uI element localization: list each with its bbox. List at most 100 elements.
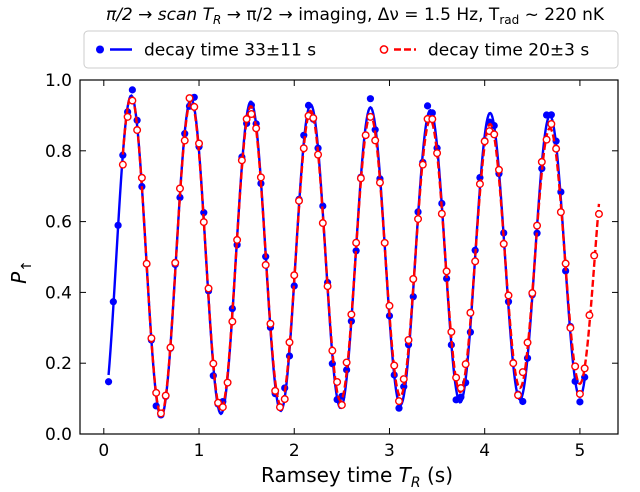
- series-2-point: [509, 359, 518, 368]
- series-1-point: [304, 101, 313, 109]
- series-2-point: [323, 282, 332, 291]
- x-tick-label: 3: [384, 441, 395, 461]
- series-2-point: [537, 157, 546, 166]
- legend-frame: [83, 30, 619, 69]
- series-2-point: [442, 267, 451, 276]
- series-2-point: [247, 109, 256, 118]
- series-2-point: [547, 119, 556, 128]
- series-2-point: [266, 319, 275, 328]
- axes-layer: 0 1 2 3 4 5 0.0 0.2 0.4 0.6 0.8 1.0: [45, 71, 619, 461]
- series-2-point: [533, 221, 542, 230]
- series-2-point: [242, 115, 251, 124]
- series-2-point: [375, 178, 384, 187]
- series-1-point: [576, 398, 584, 406]
- series-1-point: [119, 151, 127, 159]
- series-2-point: [223, 378, 232, 387]
- series-2-point: [571, 362, 580, 371]
- series-1-point: [352, 247, 360, 255]
- series-2-point: [399, 375, 408, 384]
- series-2-point: [585, 311, 594, 320]
- series-2-point: [433, 149, 442, 158]
- series-2-point: [199, 218, 208, 227]
- title-suffix: ~ 220 nK: [519, 5, 605, 25]
- series-2-point: [542, 135, 551, 144]
- series-2-point: [337, 400, 346, 409]
- series-layer: [104, 86, 603, 419]
- series-2-point: [494, 165, 503, 174]
- series-2-point: [471, 257, 480, 266]
- x-axis-label: Ramsey time TR (s): [261, 463, 453, 491]
- series-2-point: [195, 139, 204, 148]
- series-2-point: [342, 358, 351, 367]
- series-1-point: [109, 298, 117, 306]
- y-tick-label: 0.6: [45, 213, 72, 233]
- series-2-point: [175, 184, 184, 193]
- series-1-point: [319, 202, 327, 210]
- x-tick-label: 5: [574, 441, 585, 461]
- series-2-point: [190, 102, 199, 111]
- series-2-point: [271, 386, 280, 395]
- y-axis-label-sub: ↑: [19, 260, 35, 272]
- series-2-point: [285, 338, 294, 347]
- series-1-point: [400, 383, 408, 391]
- series-2-point: [161, 391, 170, 400]
- title-middle: → π/2 → imaging, Δν = 1.5 Hz, T: [221, 5, 500, 25]
- series-1-point: [562, 267, 570, 275]
- series-2-point: [480, 137, 489, 146]
- legend: decay time 33±11 s decay time 20±3 s: [83, 30, 619, 69]
- series-2-point: [428, 115, 437, 124]
- series-2-point: [275, 403, 284, 412]
- series-1-point: [114, 221, 122, 229]
- series-2-point: [590, 251, 599, 260]
- series-2-point: [490, 130, 499, 139]
- series-2-point: [123, 112, 132, 121]
- series-1-point: [423, 102, 432, 110]
- x-tick-label: 1: [194, 441, 205, 461]
- series-2-point: [333, 377, 342, 386]
- x-axis-label-unit: (s): [421, 463, 453, 487]
- x-tick-label: 2: [289, 441, 300, 461]
- series-2-point: [256, 173, 265, 182]
- y-axis-label-main: P: [7, 271, 31, 284]
- series-2-point: [290, 271, 299, 280]
- series-2-point: [356, 174, 365, 183]
- series-2-point: [171, 258, 180, 267]
- series-2-point: [228, 317, 237, 326]
- title-sub2: rad: [499, 13, 519, 27]
- series-2-point: [394, 397, 403, 406]
- legend-marker-series-2: [379, 45, 389, 54]
- series-2-point: [404, 336, 413, 345]
- series-1-point: [366, 95, 375, 103]
- legend-label-series-2: decay time 20±3 s: [428, 41, 589, 61]
- plot-area: [80, 80, 618, 434]
- series-2-point: [314, 150, 323, 159]
- series-1-point: [519, 397, 527, 406]
- series-2-point: [237, 156, 246, 165]
- series-2-point: [523, 338, 532, 347]
- series-2-point: [385, 301, 394, 310]
- series-2-point: [261, 260, 270, 269]
- plot-background: [80, 80, 618, 434]
- series-2-point: [575, 389, 584, 398]
- series-2-point: [447, 327, 456, 336]
- series-2: [118, 94, 603, 418]
- series-2-point: [118, 160, 127, 169]
- series-2-point: [366, 112, 375, 121]
- series-2-point: [380, 238, 389, 247]
- series-2-point: [409, 275, 418, 284]
- series-2-point: [514, 391, 523, 400]
- series-2-point: [418, 160, 427, 169]
- series-2-point: [204, 284, 213, 293]
- series-2-point: [347, 310, 356, 319]
- series-2-point: [318, 219, 327, 228]
- chart-title: π/2 → scan TR → π/2 → imaging, Δν = 1.5 …: [106, 5, 605, 27]
- title-text: π/2 → scan TR → π/2 → imaging, Δν = 1.5 …: [106, 5, 605, 27]
- series-2-point: [147, 334, 156, 343]
- series-1-point: [457, 393, 465, 401]
- x-axis-label-symbol: T: [399, 463, 413, 487]
- y-tick-label: 0.8: [45, 142, 72, 162]
- series-2-point: [218, 403, 227, 412]
- x-axis-label-sub: R: [411, 475, 421, 491]
- series-2-point: [309, 114, 318, 123]
